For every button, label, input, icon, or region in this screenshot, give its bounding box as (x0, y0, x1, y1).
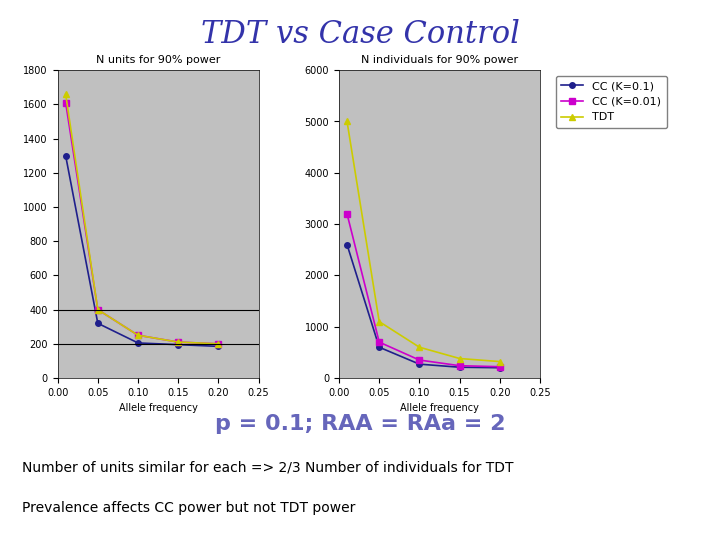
Text: Prevalence affects CC power but not TDT power: Prevalence affects CC power but not TDT … (22, 501, 355, 515)
Legend: CC (K=0.1), CC (K=0.01), TDT: CC (K=0.1), CC (K=0.01), TDT (556, 76, 667, 128)
X-axis label: Allele frequency: Allele frequency (400, 403, 479, 413)
Text: p = 0.1; RAA = RAa = 2: p = 0.1; RAA = RAa = 2 (215, 414, 505, 434)
Title: N individuals for 90% power: N individuals for 90% power (361, 55, 518, 65)
Text: TDT vs Case Control: TDT vs Case Control (201, 19, 519, 50)
Text: Number of units similar for each => 2/3 Number of individuals for TDT: Number of units similar for each => 2/3 … (22, 460, 513, 474)
X-axis label: Allele frequency: Allele frequency (119, 403, 197, 413)
Title: N units for 90% power: N units for 90% power (96, 55, 220, 65)
